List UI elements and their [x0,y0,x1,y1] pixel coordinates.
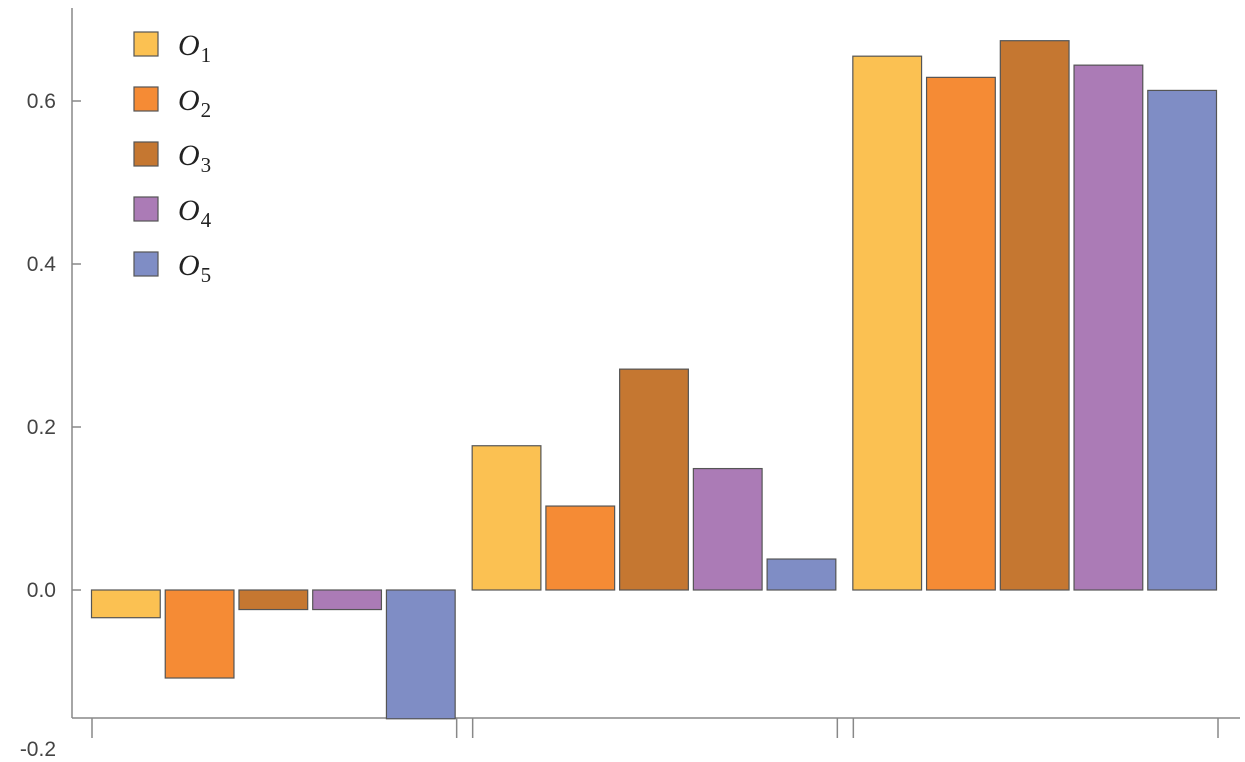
legend-swatch [133,251,159,277]
legend-swatch [133,31,159,57]
y-tick-label: 0.2 [27,416,56,439]
legend-label: O2 [178,84,211,122]
bar [925,76,996,591]
bar [238,589,309,611]
bar [471,445,542,591]
bar [312,589,383,611]
bar [619,368,689,591]
bar [385,589,456,720]
bar [164,589,235,679]
y-tick-label: -0.2 [20,738,56,761]
legend: O1 O2 O3 O4 O5 [133,29,212,287]
y-tick-label: 0.0 [27,579,56,602]
legend-swatch [133,196,159,222]
y-tick-label: 0.4 [27,253,57,276]
bar [766,558,837,591]
legend-label: O5 [178,249,211,287]
y-tick-label: 0.6 [27,90,56,113]
legend-swatch [133,86,159,112]
legend-label: O1 [178,29,211,67]
bar [545,505,616,591]
bar [1073,64,1144,591]
bar [692,467,763,591]
bar [852,55,923,591]
legend-label: O4 [178,194,212,232]
bar [999,40,1070,591]
bar [1147,89,1218,591]
bars [90,40,1218,720]
bar [90,589,161,619]
axes: -0.2 0.0 0.2 0.4 0.6 [20,8,1240,761]
legend-label: O3 [178,139,211,177]
legend-swatch [133,141,159,167]
